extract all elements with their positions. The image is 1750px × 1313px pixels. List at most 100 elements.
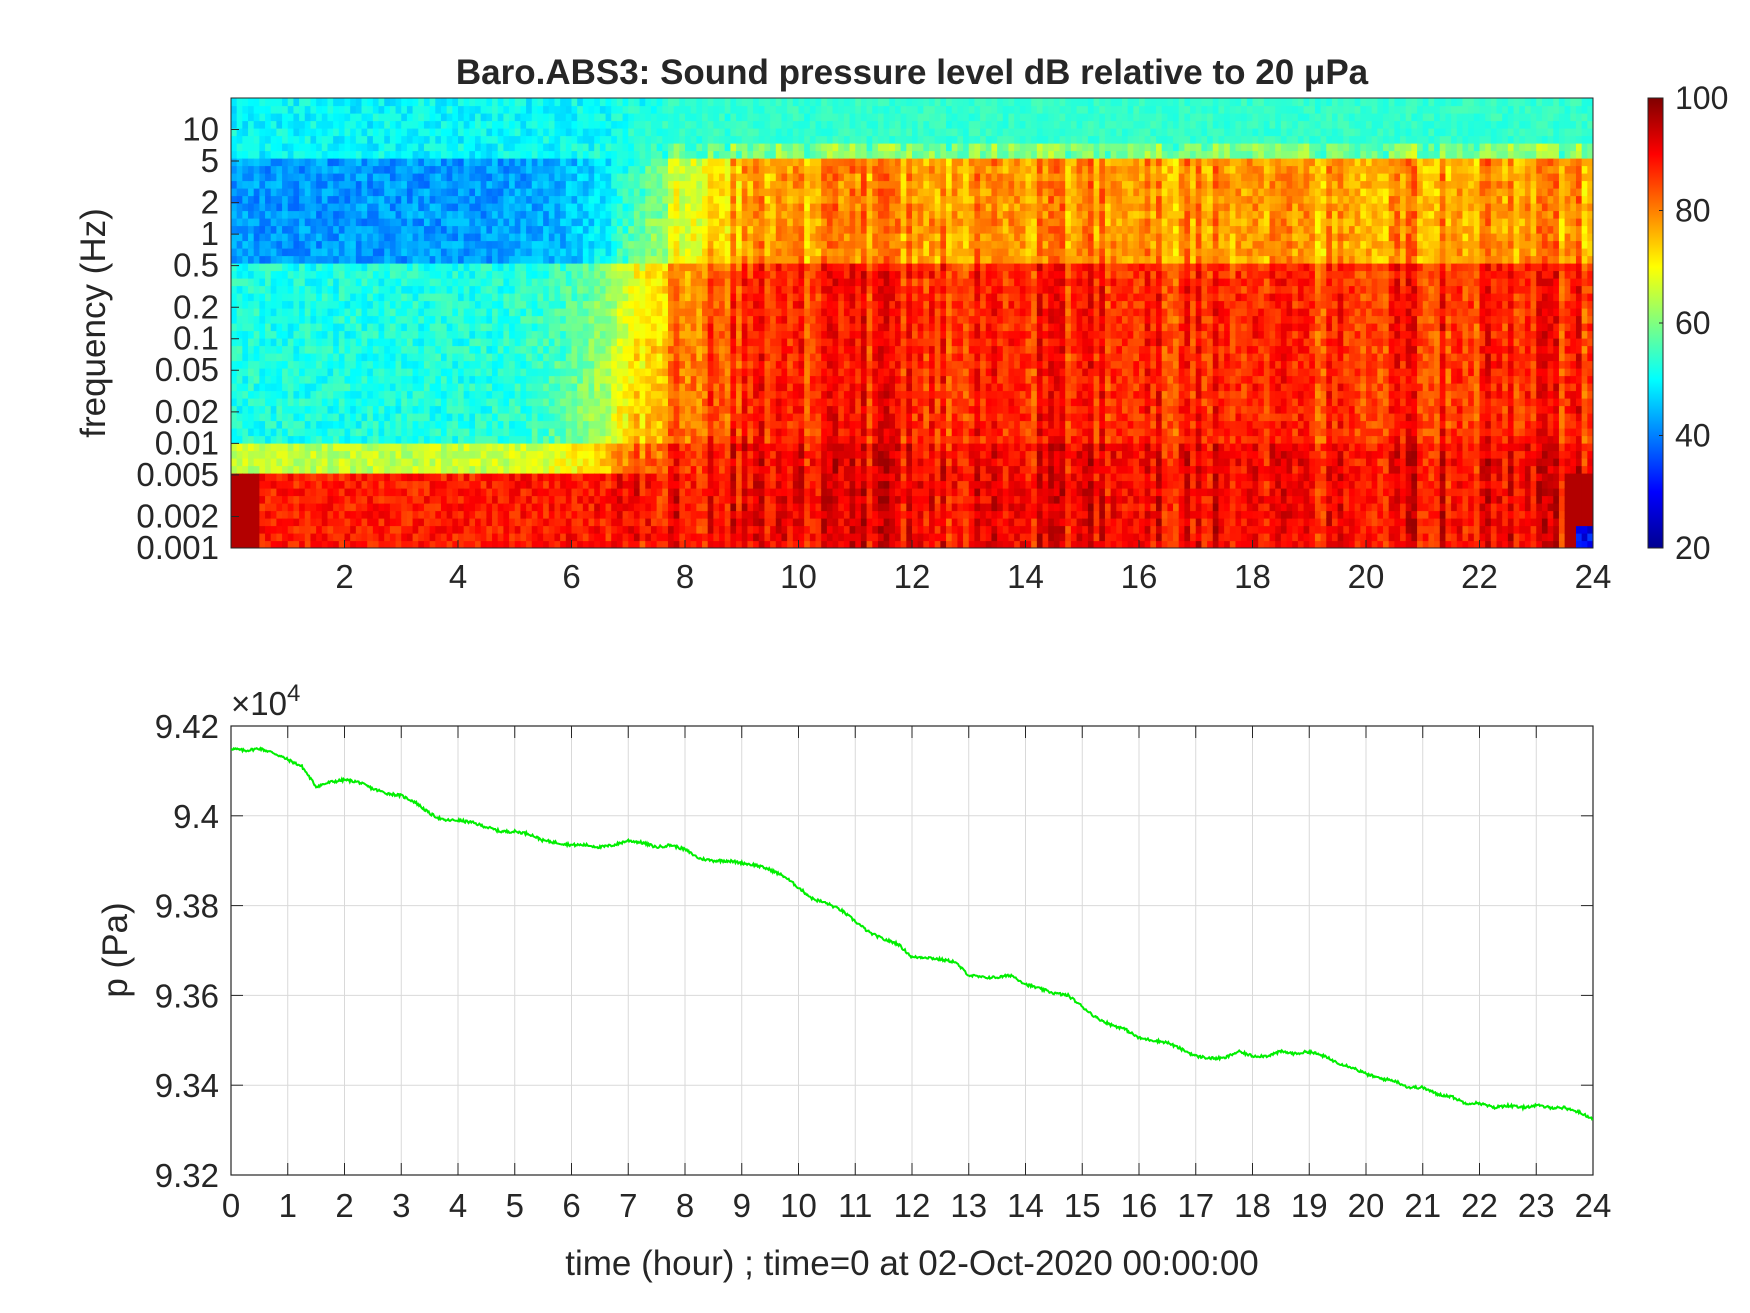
spectrogram-cell <box>554 510 561 519</box>
spectrogram-cell <box>673 383 680 392</box>
spectrogram-cell <box>696 413 703 422</box>
spectrogram-cell <box>293 420 300 429</box>
spectrogram-cell <box>327 533 334 542</box>
spectrogram-cell <box>696 203 703 212</box>
spectrogram-cell <box>616 278 624 287</box>
spectrogram-cell <box>327 360 334 369</box>
spectrogram-cell <box>435 218 442 227</box>
spectrogram-cell <box>605 278 612 287</box>
spectrogram-cell <box>435 353 442 362</box>
spectrogram-cell <box>503 210 510 219</box>
spectrogram-cell <box>582 338 590 347</box>
spectrogram-cell <box>248 533 255 542</box>
spectrogram-cell <box>594 195 601 204</box>
spectrogram-cell <box>458 263 465 272</box>
spectrogram-cell <box>543 458 550 467</box>
spectrogram-cell <box>338 195 346 204</box>
spectrogram-cell <box>645 533 652 542</box>
spectrogram-cell <box>679 518 686 527</box>
spectrogram-cell <box>685 533 692 542</box>
spectrogram-cell <box>463 503 470 512</box>
spectrogram-cell <box>685 360 692 369</box>
spectrogram-cell <box>685 518 692 527</box>
spectrogram-cell <box>531 263 539 272</box>
spectrogram-cell <box>378 255 385 264</box>
spectrogram-cell <box>588 443 595 452</box>
spectrogram-cell <box>645 233 652 242</box>
spectrogram-cell <box>265 360 272 369</box>
spectrogram-cell <box>588 195 595 204</box>
spectrogram-cell <box>310 458 317 467</box>
spectrogram-cell <box>560 458 567 467</box>
spectrogram-cell <box>622 338 629 347</box>
spectrogram-cell <box>384 278 391 287</box>
spectrogram-cell <box>452 165 459 174</box>
spectrogram-cell <box>577 525 584 534</box>
spectrogram-cell <box>384 218 391 227</box>
spectrogram-cell <box>435 345 442 354</box>
spectrogram-cell <box>293 518 300 527</box>
spectrogram-cell <box>662 233 669 242</box>
spectrogram-cell <box>389 450 397 459</box>
spectrogram-cell <box>656 405 663 414</box>
spectrogram-cell <box>389 210 397 219</box>
spectrogram-cell <box>276 420 283 429</box>
spectrogram-cell <box>690 255 697 264</box>
spectrogram-cell <box>452 428 459 437</box>
spectrogram-cell <box>282 413 289 422</box>
spectrogram-cell <box>299 195 306 204</box>
spectrogram-cell <box>389 165 397 174</box>
spectrogram-cell <box>253 473 260 482</box>
spectrogram-cell <box>412 383 419 392</box>
spectrogram-cell <box>486 533 493 542</box>
spectrogram-cell <box>276 285 283 294</box>
spectrogram-cell <box>435 390 442 399</box>
spectrogram-cell <box>276 210 283 219</box>
spectrogram-cell <box>276 383 283 392</box>
spectrogram-cell <box>265 503 272 512</box>
spectrogram-cell <box>333 465 340 474</box>
spectrogram-cell <box>503 510 510 519</box>
spectrogram-cell <box>361 473 368 482</box>
spectrogram-cell <box>548 315 556 324</box>
spectrogram-cell <box>548 473 556 482</box>
spectrogram-cell <box>514 345 522 354</box>
spectrogram-cell <box>650 255 658 264</box>
spectrogram-cell <box>265 518 272 527</box>
spectrogram-cell <box>406 518 414 527</box>
spectrogram-cell <box>367 285 374 294</box>
spectrogram-cell <box>423 345 431 354</box>
spectrogram-cell <box>656 450 663 459</box>
spectrogram-cell <box>696 360 703 369</box>
spectrogram-cell <box>633 450 641 459</box>
spectrogram-cell <box>458 480 465 489</box>
spectrogram-cell <box>412 458 419 467</box>
spectrogram-cell <box>253 210 260 219</box>
spectrogram-cell <box>605 203 612 212</box>
spectrogram-cell <box>560 398 567 407</box>
spectrogram-cell <box>446 465 453 474</box>
spectrogram-cell <box>639 443 646 452</box>
spectrogram-cell <box>520 360 527 369</box>
spectrogram-cell <box>452 195 459 204</box>
spectrogram-cell <box>480 413 487 422</box>
spectrogram-cell <box>435 255 442 264</box>
spectrogram-cell <box>662 480 669 489</box>
spectrogram-cell <box>537 270 544 279</box>
spectrogram-cell <box>355 165 363 174</box>
spectrogram-cell <box>611 150 618 159</box>
spectrogram-cell <box>287 105 295 114</box>
spectrogram-cell <box>248 300 255 309</box>
spectrogram-cell <box>350 353 357 362</box>
spectrogram-cell <box>645 353 652 362</box>
spectrogram-cell <box>378 383 385 392</box>
spectrogram-cell <box>565 158 573 167</box>
spectrogram-cell <box>231 308 238 317</box>
spectrogram-cell <box>582 540 590 548</box>
spectrogram-cell <box>554 420 561 429</box>
spectrogram-cell <box>361 338 368 347</box>
spectrogram-cell <box>645 173 652 182</box>
spectrogram-cell <box>514 480 522 489</box>
spectrogram-cell <box>355 458 363 467</box>
spectrogram-cell <box>242 503 249 512</box>
